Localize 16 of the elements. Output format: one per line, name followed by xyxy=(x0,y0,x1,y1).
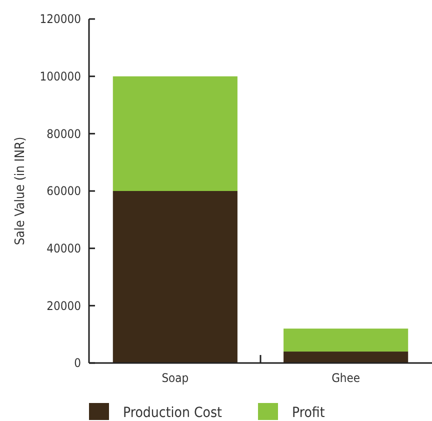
bar xyxy=(112,76,238,191)
legend-label: Profit xyxy=(292,404,325,421)
bar xyxy=(284,328,408,352)
y-tick-label: 40000 xyxy=(46,242,82,256)
x-tick-label: Ghee xyxy=(332,371,360,385)
x-tick-label: Soap xyxy=(162,371,189,385)
y-tick-label: 120000 xyxy=(40,12,82,26)
bar xyxy=(284,352,408,363)
bar xyxy=(112,191,238,363)
legend-label: Production Cost xyxy=(123,404,222,421)
y-axis-title: Sale Value (in INR) xyxy=(13,136,28,246)
y-tick-label: 80000 xyxy=(46,126,82,141)
y-tick-label: 20000 xyxy=(46,298,82,313)
y-tick-label: 0 xyxy=(74,356,82,370)
y-tick-label: 60000 xyxy=(46,184,82,198)
y-tick-label: 100000 xyxy=(40,70,82,84)
